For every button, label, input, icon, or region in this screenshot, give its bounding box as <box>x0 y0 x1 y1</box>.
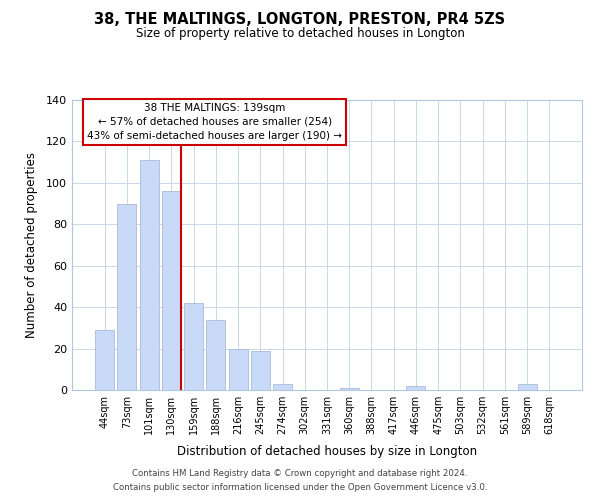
Bar <box>273 384 292 390</box>
Bar <box>95 330 114 390</box>
X-axis label: Distribution of detached houses by size in Longton: Distribution of detached houses by size … <box>177 446 477 458</box>
Bar <box>251 350 270 390</box>
Text: 38, THE MALTINGS, LONGTON, PRESTON, PR4 5ZS: 38, THE MALTINGS, LONGTON, PRESTON, PR4 … <box>94 12 506 28</box>
Bar <box>206 320 225 390</box>
Text: Contains HM Land Registry data © Crown copyright and database right 2024.: Contains HM Land Registry data © Crown c… <box>132 468 468 477</box>
Y-axis label: Number of detached properties: Number of detached properties <box>25 152 38 338</box>
Bar <box>518 384 536 390</box>
Bar <box>118 204 136 390</box>
Bar <box>184 303 203 390</box>
Bar <box>162 191 181 390</box>
Bar <box>406 386 425 390</box>
Text: Contains public sector information licensed under the Open Government Licence v3: Contains public sector information licen… <box>113 484 487 492</box>
Text: 38 THE MALTINGS: 139sqm
← 57% of detached houses are smaller (254)
43% of semi-d: 38 THE MALTINGS: 139sqm ← 57% of detache… <box>88 103 342 141</box>
Bar <box>340 388 359 390</box>
Text: Size of property relative to detached houses in Longton: Size of property relative to detached ho… <box>136 28 464 40</box>
Bar <box>229 348 248 390</box>
Bar <box>140 160 158 390</box>
